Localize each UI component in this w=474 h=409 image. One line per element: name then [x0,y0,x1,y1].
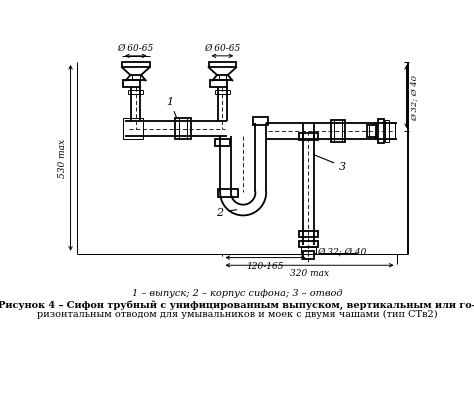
Bar [331,121,345,142]
Text: Ø 60-65: Ø 60-65 [118,44,154,53]
Text: Ø 32; Ø 40: Ø 32; Ø 40 [411,74,419,120]
Bar [299,241,318,247]
Bar [376,124,387,139]
Bar [209,63,236,68]
Bar [366,126,376,138]
Text: 1: 1 [166,97,177,119]
Bar [385,121,389,142]
Text: Ø 60-65: Ø 60-65 [204,44,240,53]
Bar [122,63,150,68]
Bar [299,231,318,237]
Text: Ø 32; Ø 40: Ø 32; Ø 40 [318,247,367,256]
Text: 2: 2 [216,208,237,218]
Text: 3: 3 [315,156,346,172]
Text: 320 max: 320 max [290,269,329,278]
Text: Рисунок 4 – Сифон трубный с унифицированным выпуском, вертикальным или го-: Рисунок 4 – Сифон трубный с унифицирован… [0,299,474,309]
Text: 120-165: 120-165 [246,261,284,270]
Bar [253,118,268,126]
Text: 1 – выпуск; 2 – корпус сифона; 3 – отвод: 1 – выпуск; 2 – корпус сифона; 3 – отвод [132,289,342,297]
Bar [378,119,384,144]
Bar [210,81,227,87]
Bar [215,140,230,146]
Bar [389,124,395,139]
Bar [123,81,140,87]
Bar [175,119,191,140]
Bar [218,190,238,198]
Bar [123,119,144,140]
Text: ризонтальным отводом для умывальников и моек с двумя чашами (тип СТв2): ризонтальным отводом для умывальников и … [36,309,438,318]
Bar [299,133,318,141]
Bar [303,252,314,259]
Text: 530 max: 530 max [58,139,67,178]
Bar [301,247,316,253]
